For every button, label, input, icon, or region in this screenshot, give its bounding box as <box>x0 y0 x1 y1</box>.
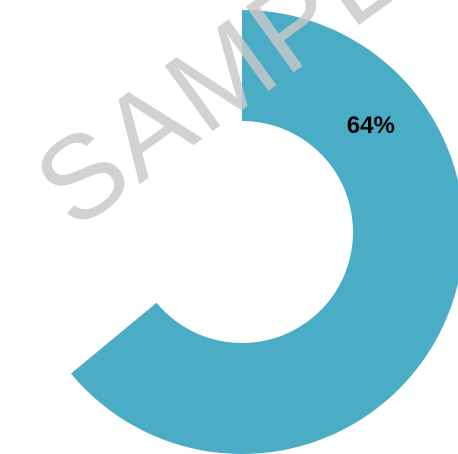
labels-group: 64% <box>347 112 395 139</box>
slices-group <box>20 9 458 454</box>
data-label-0: 64% <box>347 112 395 139</box>
donut-slice-1 <box>20 9 242 374</box>
donut-slice-0 <box>70 10 458 454</box>
